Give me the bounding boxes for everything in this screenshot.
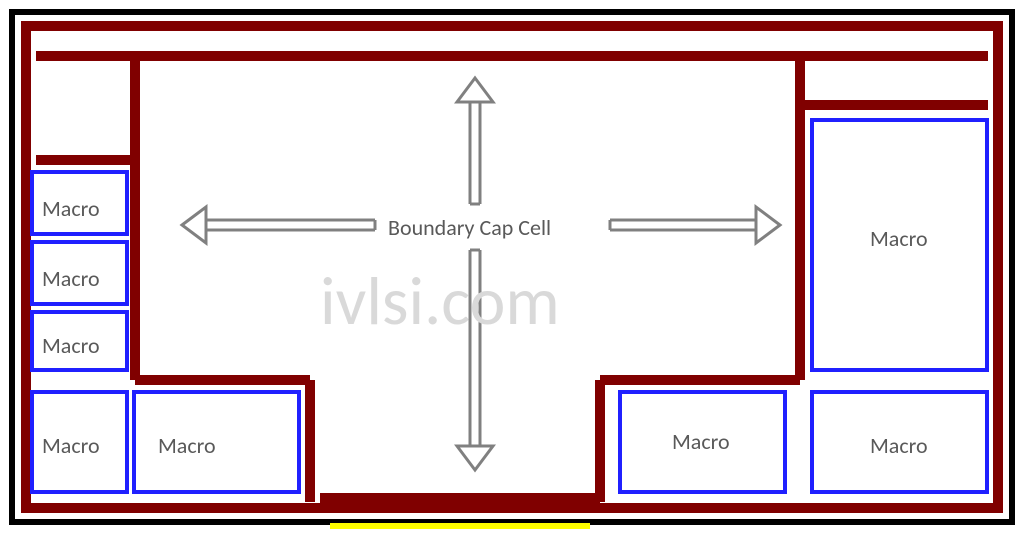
macro-2-label: Macro xyxy=(42,265,100,292)
macro-8-label: Macro xyxy=(870,432,928,459)
macro-3-label: Macro xyxy=(42,332,100,359)
yellow-marker-bar xyxy=(330,523,590,529)
macro-1-label: Macro xyxy=(42,195,100,222)
macro-5-label: Macro xyxy=(158,432,216,459)
macro-4-label: Macro xyxy=(42,432,100,459)
boundary-cap-cell-label: Boundary Cap Cell xyxy=(388,214,551,241)
macro-6-label: Macro xyxy=(672,428,730,455)
macro-7-label: Macro xyxy=(870,225,928,252)
